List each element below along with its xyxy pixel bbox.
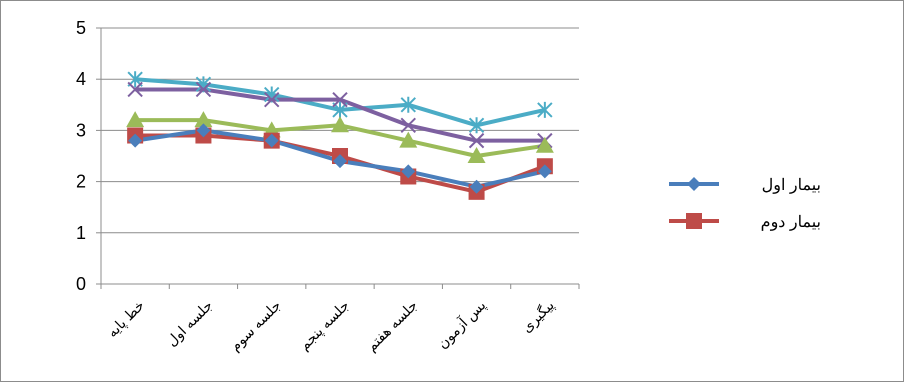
y-tick-label: 1 (76, 223, 86, 243)
data-point-star (537, 101, 553, 118)
data-point-diamond (128, 133, 143, 148)
x-tick-label: پیگیری (518, 297, 558, 337)
data-point-diamond (401, 164, 416, 179)
legend-label: بیمار دوم (761, 214, 821, 231)
data-point-triangle (467, 147, 486, 163)
y-tick-label: 2 (76, 172, 86, 192)
data-point-diamond (537, 164, 552, 179)
y-tick-label: 5 (76, 18, 86, 38)
data-point-diamond (264, 133, 279, 148)
y-tick-label: 0 (76, 274, 86, 294)
legend-label: بیمار اول (762, 177, 821, 194)
data-point-diamond (469, 179, 484, 194)
x-tick-label: جلسه هفتم (363, 297, 421, 355)
data-point-triangle (535, 136, 554, 153)
data-point-x (332, 91, 348, 108)
data-point-x (400, 117, 416, 133)
data-point-triangle (399, 131, 418, 148)
data-point-star (400, 96, 416, 113)
x-tick-label: خط پایه (104, 297, 148, 341)
y-tick-label: 4 (76, 69, 86, 89)
data-point-x (127, 81, 143, 98)
data-point-square (686, 213, 702, 229)
data-point-diamond (687, 177, 701, 191)
data-point-triangle (126, 111, 145, 128)
x-tick-label: جلسه پنجم (296, 297, 353, 354)
data-point-triangle (331, 116, 349, 133)
data-point-star (468, 117, 485, 134)
x-tick-label: پس آزمون (433, 296, 489, 352)
data-point-triangle (194, 111, 213, 128)
x-tick-label: جلسه اول (163, 297, 216, 350)
data-point-diamond (196, 123, 211, 138)
y-tick-label: 3 (76, 120, 86, 140)
data-point-diamond (333, 154, 347, 169)
x-tick-label: جلسه سوم (227, 297, 285, 355)
data-point-x (195, 81, 212, 98)
data-point-x (468, 132, 485, 149)
data-point-x (264, 91, 280, 108)
